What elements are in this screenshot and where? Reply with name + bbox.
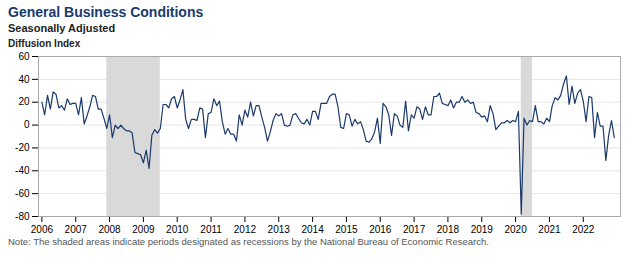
svg-text:2018: 2018: [437, 224, 460, 235]
svg-text:2006: 2006: [31, 224, 54, 235]
svg-text:2020: 2020: [504, 224, 527, 235]
svg-text:2019: 2019: [471, 224, 494, 235]
svg-text:2021: 2021: [538, 224, 561, 235]
html-text:Seasonally Adjusted: Seasonally Adjusted: [8, 22, 116, 34]
html-text:Note: The shaded areas indicat: Note: The shaded areas indicate periods …: [8, 236, 489, 247]
svg-text:2013: 2013: [268, 224, 291, 235]
svg-text:2011: 2011: [200, 224, 222, 235]
svg-text:2010: 2010: [166, 224, 189, 235]
svg-text:2007: 2007: [65, 224, 88, 235]
svg-text:2008: 2008: [98, 224, 121, 235]
svg-text:2017: 2017: [403, 224, 426, 235]
html-text:General Business Conditions: General Business Conditions: [8, 4, 204, 20]
svg-text:40: 40: [18, 74, 30, 85]
svg-text:-40: -40: [15, 165, 30, 176]
svg-text:2012: 2012: [234, 224, 257, 235]
svg-text:0: 0: [24, 119, 30, 130]
svg-text:20: 20: [18, 96, 30, 107]
html-text:Diffusion Index: Diffusion Index: [8, 38, 81, 49]
svg-text:-60: -60: [15, 188, 30, 199]
svg-text:2014: 2014: [301, 224, 324, 235]
svg-text:-20: -20: [15, 142, 30, 153]
svg-text:2022: 2022: [572, 224, 595, 235]
svg-text:2015: 2015: [335, 224, 358, 235]
svg-text:60: 60: [18, 51, 30, 62]
svg-text:2016: 2016: [369, 224, 392, 235]
svg-text:-80: -80: [15, 211, 30, 222]
svg-text:2009: 2009: [132, 224, 155, 235]
